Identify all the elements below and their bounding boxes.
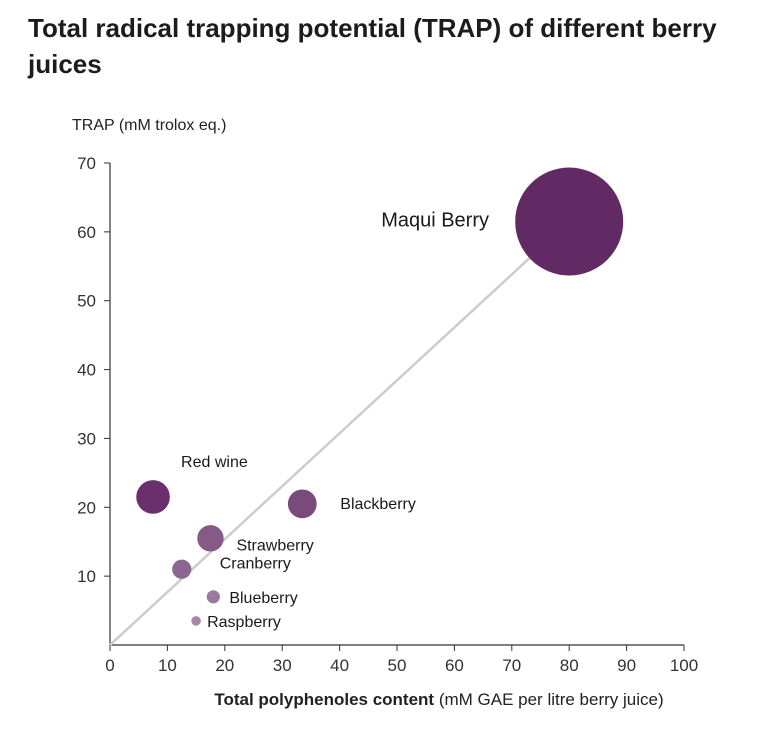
bubble-blackberry	[287, 489, 317, 519]
bubble-maqui-berry	[515, 167, 624, 276]
bubble-blueberry	[206, 590, 220, 604]
x-tick-label: 40	[330, 656, 349, 675]
chart-title: Total radical trapping potential (TRAP) …	[28, 13, 717, 79]
label-strawberry: Strawberry	[236, 537, 313, 554]
x-tick-label: 90	[617, 656, 636, 675]
y-tick-label: 40	[77, 361, 96, 380]
x-axis-label-rest: (mM GAE per litre berry juice)	[434, 690, 664, 709]
label-blueberry: Blueberry	[229, 590, 297, 607]
trend-line	[109, 220, 571, 646]
label-raspberry: Raspberry	[207, 614, 281, 631]
x-tick-label: 0	[105, 656, 114, 675]
bubble-raspberry	[191, 616, 201, 626]
x-tick-label: 50	[388, 656, 407, 675]
label-blackberry: Blackberry	[340, 496, 416, 513]
data-points	[136, 167, 624, 626]
y-tick-label: 20	[77, 498, 96, 517]
label-maqui-berry: Maqui Berry	[381, 210, 489, 232]
y-tick-label: 60	[77, 223, 96, 242]
label-cranberry: Cranberry	[220, 555, 291, 572]
axes: 0 10 20 30 40 50 60 70 80 90 100 10 20 30 40 50 60 70	[77, 154, 698, 675]
x-axis-label-bold: Total polyphenoles content	[214, 690, 435, 709]
label-red-wine: Red wine	[181, 454, 248, 471]
y-tick-label: 70	[77, 154, 96, 173]
x-tick-label: 70	[502, 656, 521, 675]
x-tick-label: 60	[445, 656, 464, 675]
x-tick-label: 20	[215, 656, 234, 675]
y-axis-label: TRAP (mM trolox eq.)	[72, 117, 227, 134]
point-labels: Maqui Berry Red wine Blackberry StrawberryC…	[181, 210, 489, 631]
bubble-strawberry	[197, 525, 224, 552]
y-tick-label: 50	[77, 292, 96, 311]
trend-line-segment	[109, 220, 571, 646]
x-tick-label: 10	[158, 656, 177, 675]
x-tick-label: 100	[670, 656, 698, 675]
y-tick-label: 30	[77, 429, 96, 448]
x-tick-label: 30	[273, 656, 292, 675]
x-tick-label: 80	[560, 656, 579, 675]
x-axis-label: Total polyphenoles content (mM GAE per l…	[0, 690, 758, 710]
y-tick-label: 10	[77, 567, 96, 586]
bubble-red-wine	[136, 480, 170, 514]
bubble-cranberry	[172, 559, 192, 579]
